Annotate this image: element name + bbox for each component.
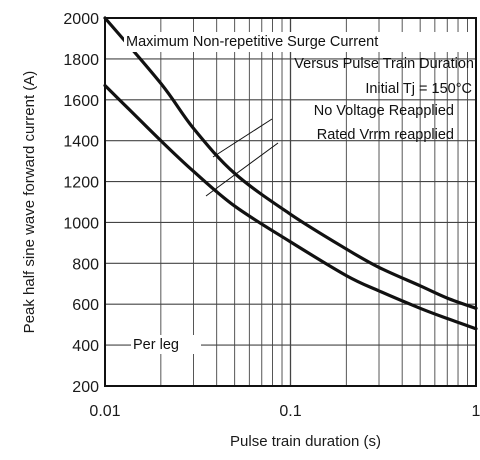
per-leg-background: [131, 335, 201, 354]
y-tick-label: 1400: [63, 134, 99, 151]
y-tick-label: 1200: [63, 175, 99, 192]
annotation-title-background: [124, 32, 472, 52]
annotation-title-line1: Maximum Non-repetitive Surge Current: [126, 34, 378, 50]
y-axis-label: Peak half sine wave forward current (A): [21, 71, 38, 334]
curves: [103, 16, 478, 331]
y-tick-label: 800: [72, 256, 99, 273]
legend-label-no-voltage: No Voltage Reapplied: [314, 103, 454, 119]
x-tick-labels: 0.01 0.1 1: [89, 403, 480, 420]
x-tick-label: 1: [472, 403, 480, 420]
series-line-rated-vrrm-reapplied: [103, 83, 478, 331]
x-tick-label: 0.1: [279, 403, 301, 420]
series-line-no-voltage-reapplied: [103, 16, 478, 310]
y-tick-label: 400: [72, 338, 99, 355]
annotation-title-line2: Versus Pulse Train Duration: [294, 56, 474, 72]
grid: [105, 18, 476, 386]
annotation-condition: Initial Tj = 150°C: [365, 81, 472, 97]
y-tick-label: 1600: [63, 93, 99, 110]
y-tick-labels: 200 400 600 800 1000 1200 1400 1600 1800 2000: [63, 11, 99, 396]
y-tick-label: 200: [72, 379, 99, 396]
leader-line-rated-vrrm: [205, 142, 279, 197]
annotations: Maximum Non-repetitive Surge Current Ver…: [124, 32, 474, 354]
y-tick-label: 600: [72, 297, 99, 314]
annotation-per-leg: Per leg: [133, 337, 179, 353]
leader-line-no-voltage: [212, 118, 273, 158]
y-tick-label: 2000: [63, 11, 99, 28]
x-tick-label: 0.01: [89, 403, 120, 420]
y-tick-label: 1000: [63, 215, 99, 232]
plot-frame: [104, 17, 477, 387]
legend-label-rated-vrrm: Rated Vrrm reapplied: [317, 127, 454, 143]
y-tick-label: 1800: [63, 52, 99, 69]
x-axis-label: Pulse train duration (s): [230, 433, 381, 450]
